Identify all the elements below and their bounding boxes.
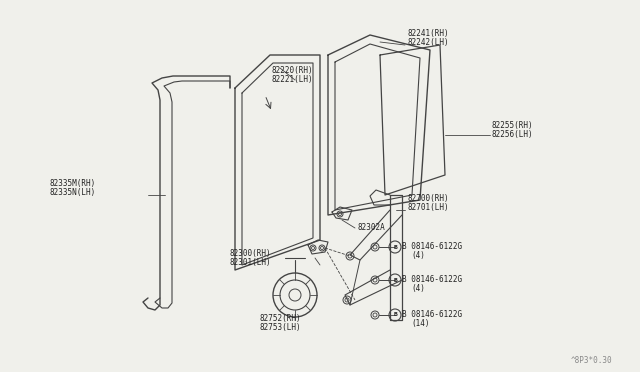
Text: ^8P3*0.30: ^8P3*0.30: [570, 356, 612, 365]
Text: 82300(RH): 82300(RH): [230, 249, 271, 258]
Text: 82301(LH): 82301(LH): [230, 258, 271, 267]
Text: 82256(LH): 82256(LH): [492, 130, 534, 139]
Text: 82242(LH): 82242(LH): [408, 38, 450, 47]
Text: 82335M(RH): 82335M(RH): [50, 179, 96, 188]
Text: B 08146-6122G: B 08146-6122G: [402, 242, 462, 251]
Text: 82335N(LH): 82335N(LH): [50, 188, 96, 197]
Text: (4): (4): [411, 251, 425, 260]
Text: 82221(LH): 82221(LH): [272, 75, 314, 84]
Text: (4): (4): [411, 284, 425, 293]
Text: B: B: [393, 312, 397, 317]
Text: 82753(LH): 82753(LH): [260, 323, 301, 332]
Text: 82302A: 82302A: [357, 223, 385, 232]
Text: B 08146-6122G: B 08146-6122G: [402, 310, 462, 319]
Text: 82701(LH): 82701(LH): [407, 203, 449, 212]
Text: (14): (14): [411, 319, 429, 328]
Text: 82241(RH): 82241(RH): [408, 29, 450, 38]
Text: 82700(RH): 82700(RH): [407, 194, 449, 203]
Text: 82752(RH): 82752(RH): [260, 314, 301, 323]
Text: B: B: [393, 244, 397, 250]
Text: 82255(RH): 82255(RH): [492, 121, 534, 130]
Text: B 08146-6122G: B 08146-6122G: [402, 275, 462, 284]
Text: B: B: [393, 278, 397, 282]
Text: 82220(RH): 82220(RH): [272, 66, 314, 75]
